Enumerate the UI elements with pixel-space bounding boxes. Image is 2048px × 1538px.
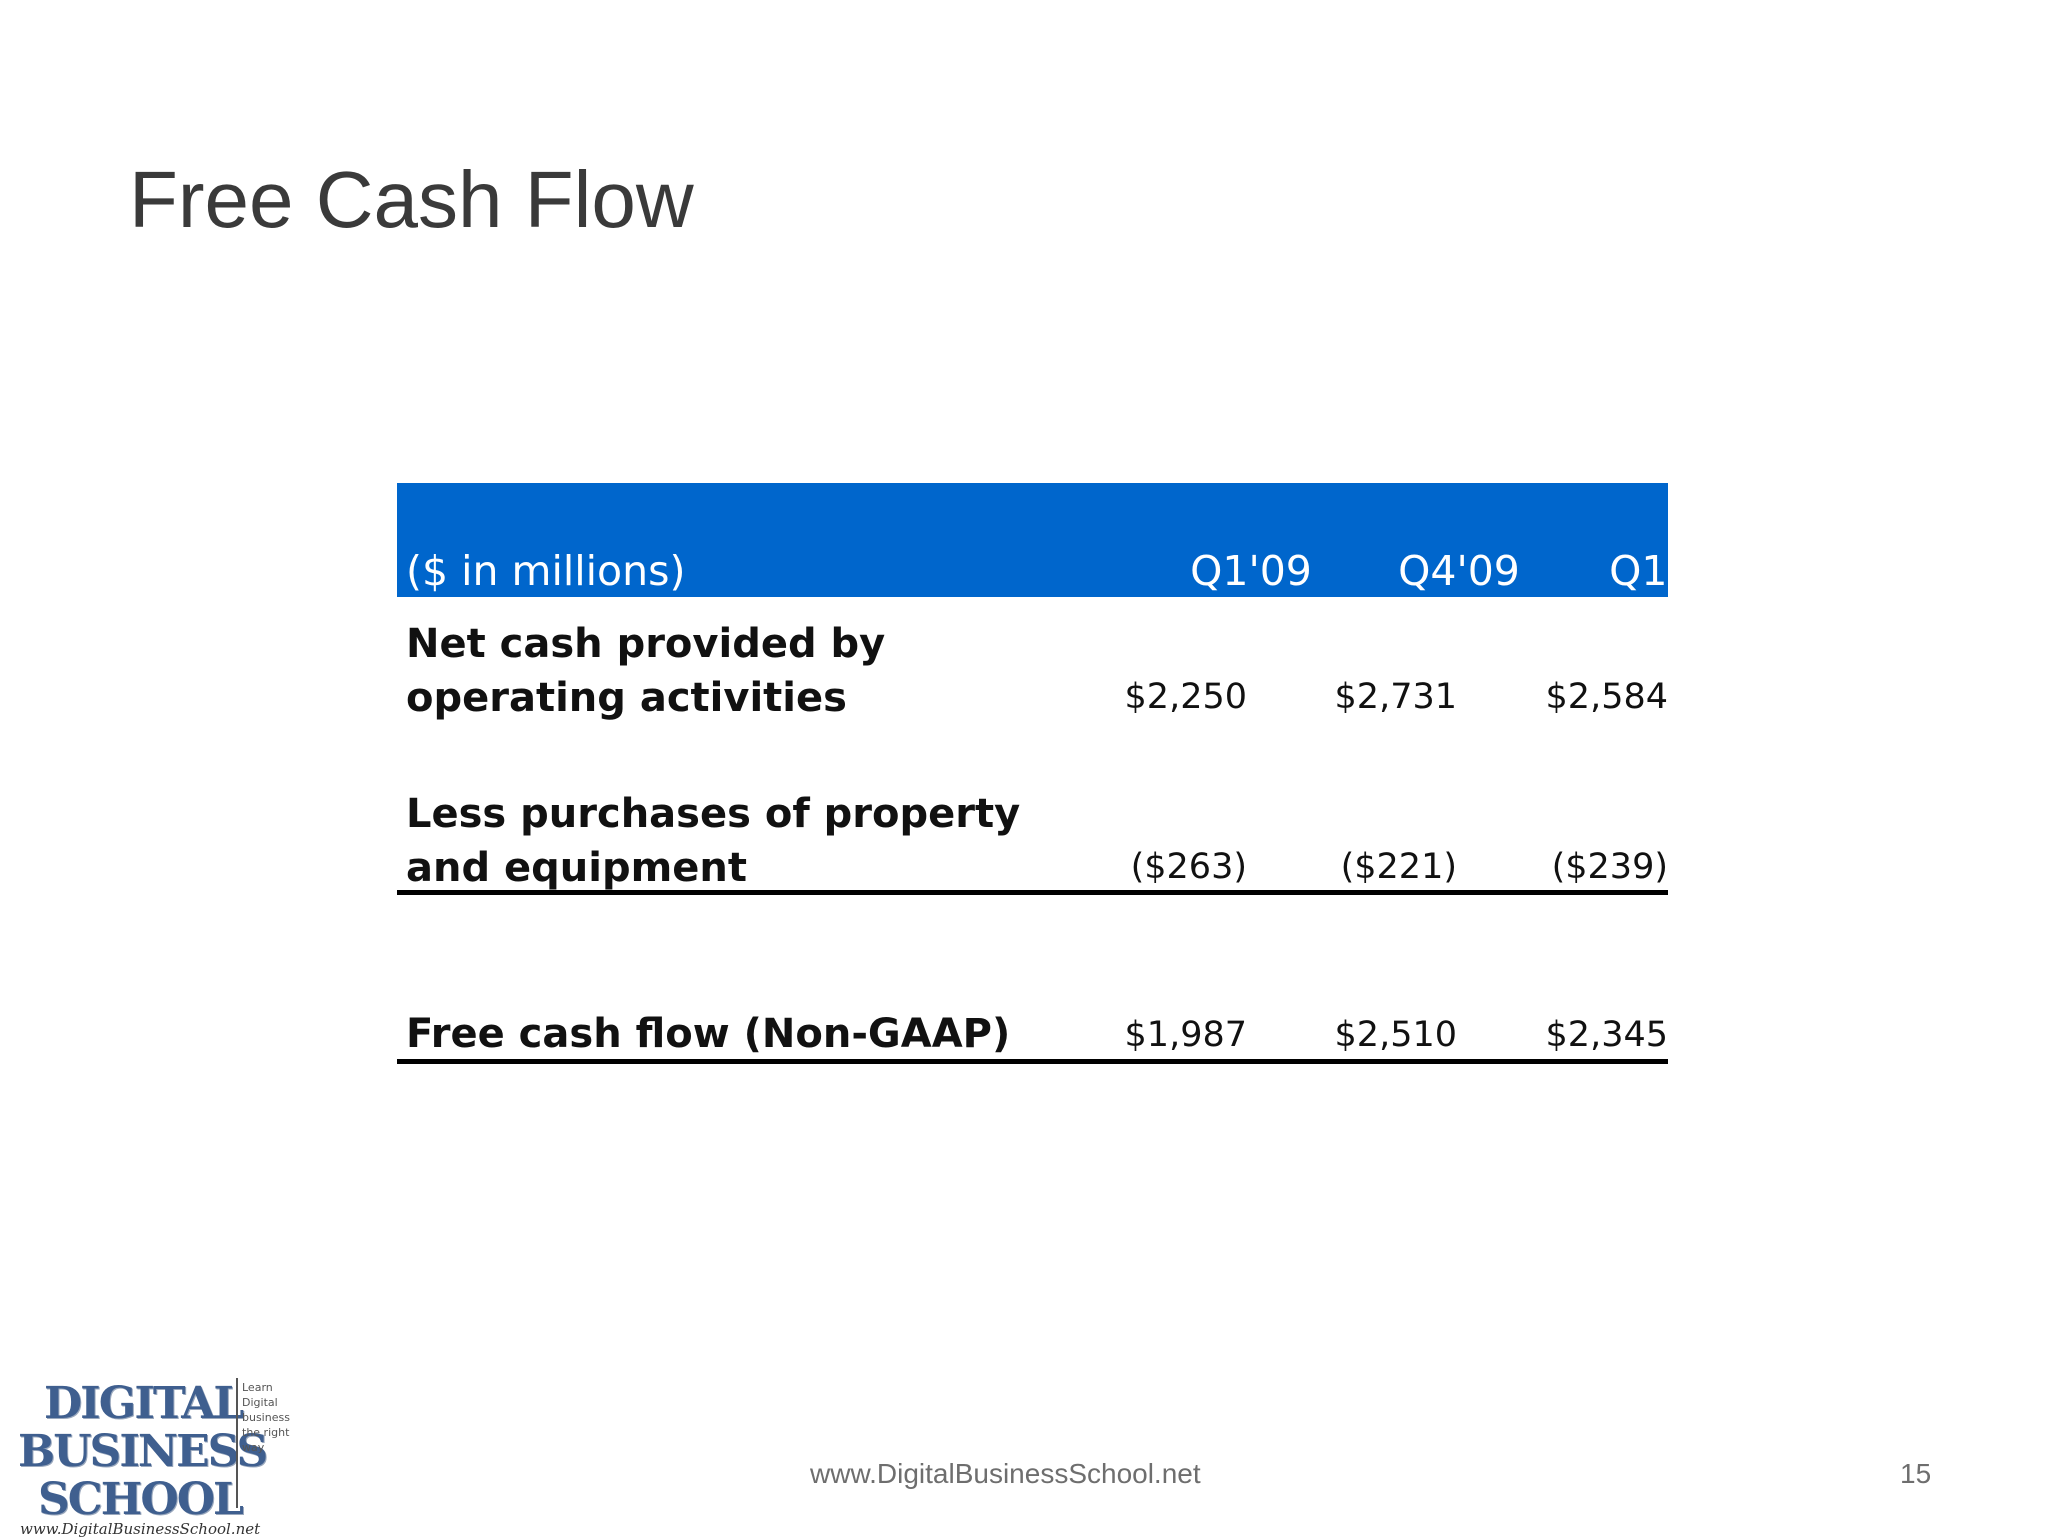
footer-url: www.DigitalBusinessSchool.net bbox=[810, 1458, 1201, 1489]
logo-url: www.DigitalBusinessSchool.net bbox=[20, 1520, 261, 1538]
row-label-operating-cash: Net cash provided by operating activitie… bbox=[406, 621, 886, 721]
value-fcf-q4-09: $2,510 bbox=[1334, 1015, 1457, 1055]
logo-line-school: SCHOOL bbox=[38, 1474, 244, 1525]
row-label-free-cash-flow: Free cash flow (Non-GAAP) bbox=[406, 1011, 1011, 1057]
total-rule bbox=[397, 1059, 1668, 1064]
value-capex-q1-09: ($263) bbox=[1130, 847, 1247, 887]
free-cash-flow-table: ($ in millions) Q1'09 Q4'09 Q1'10 Net ca… bbox=[397, 483, 1731, 1065]
column-header-q1-09: Q1'09 bbox=[1190, 547, 1312, 595]
value-capex-q4-09: ($221) bbox=[1340, 847, 1457, 887]
slide-title: Free Cash Flow bbox=[129, 155, 694, 244]
digital-business-school-logo: DIGITAL BUSINESS SCHOOL Learn Digital bu… bbox=[18, 1374, 308, 1538]
value-operating-cash-q4-09: $2,731 bbox=[1334, 677, 1457, 717]
unit-header: ($ in millions) bbox=[406, 547, 686, 595]
column-header-q4-09: Q4'09 bbox=[1398, 547, 1520, 595]
row-label-capex: Less purchases of property and equipment bbox=[406, 791, 1021, 891]
table-header-band bbox=[397, 483, 1668, 597]
value-operating-cash-q1-09: $2,250 bbox=[1124, 677, 1247, 717]
logo-divider bbox=[236, 1378, 238, 1508]
value-fcf-q1-09: $1,987 bbox=[1124, 1015, 1247, 1055]
logo-line-business: BUSINESS bbox=[18, 1426, 268, 1477]
subtotal-rule bbox=[397, 890, 1668, 895]
value-capex-q1-10: ($239) bbox=[1551, 847, 1668, 887]
value-operating-cash-q1-10: $2,584 bbox=[1545, 677, 1668, 717]
page-number: 15 bbox=[1900, 1458, 1932, 1489]
value-fcf-q1-10: $2,345 bbox=[1545, 1015, 1668, 1055]
logo-tagline: Learn Digital business the right way bbox=[242, 1381, 290, 1454]
column-header-q1-10: Q1'10 bbox=[1609, 547, 1731, 595]
logo-line-digital: DIGITAL bbox=[44, 1378, 244, 1429]
